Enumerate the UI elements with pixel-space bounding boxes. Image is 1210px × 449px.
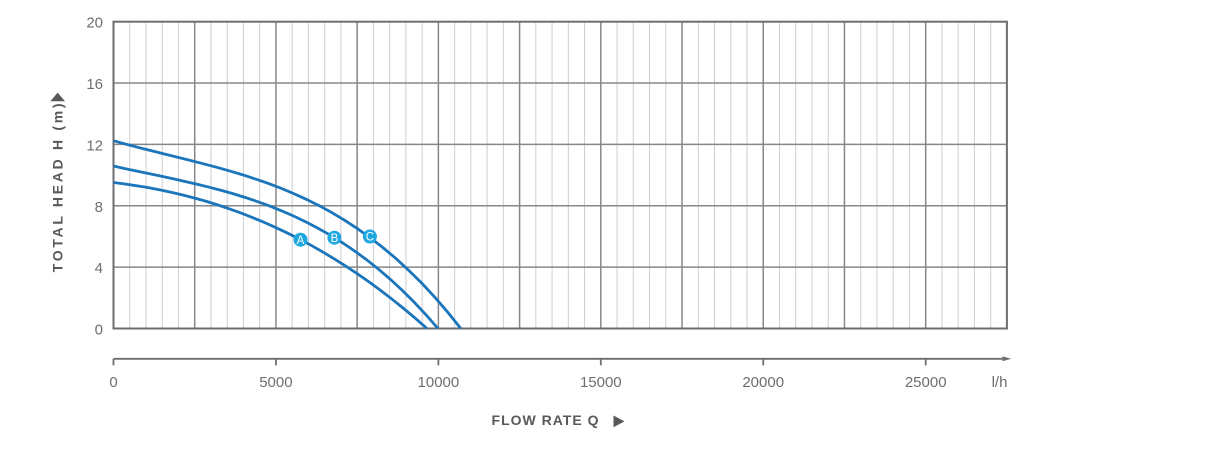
svg-text:C: C: [366, 232, 374, 244]
svg-text:B: B: [331, 233, 339, 245]
svg-text:0: 0: [95, 322, 103, 339]
svg-text:5000: 5000: [259, 374, 292, 391]
svg-text:FLOW RATE Q: FLOW RATE Q: [492, 412, 600, 428]
svg-text:25000: 25000: [905, 374, 947, 391]
svg-text:20: 20: [86, 15, 103, 32]
svg-text:10000: 10000: [418, 374, 460, 391]
svg-text:8: 8: [95, 199, 103, 216]
svg-text:A: A: [297, 235, 305, 247]
svg-text:12: 12: [86, 137, 103, 154]
svg-text:0: 0: [109, 374, 117, 391]
svg-text:TOTAL HEAD H (m): TOTAL HEAD H (m): [50, 101, 66, 273]
svg-text:16: 16: [86, 76, 103, 93]
svg-text:4: 4: [95, 260, 103, 277]
svg-text:l/h: l/h: [992, 374, 1008, 391]
svg-text:20000: 20000: [742, 374, 784, 391]
svg-text:15000: 15000: [580, 374, 622, 391]
